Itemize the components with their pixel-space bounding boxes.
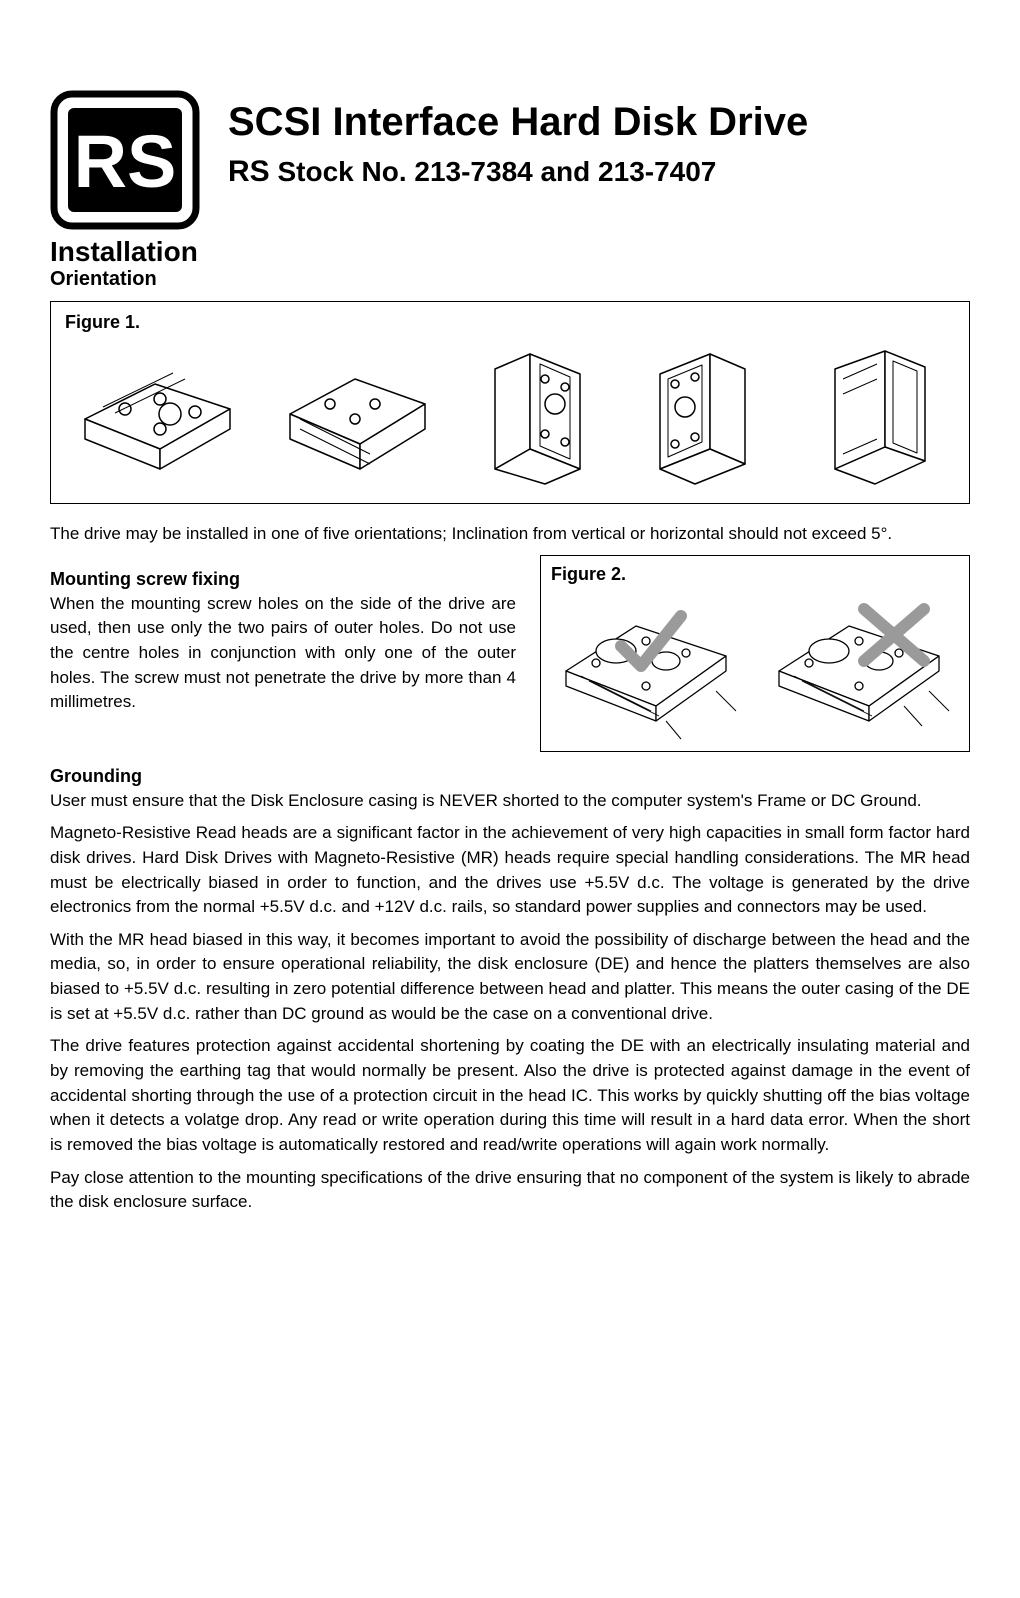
header: RS SCSI Interface Hard Disk Drive RS Sto… [50, 90, 970, 230]
grounding-text-5: Pay close attention to the mounting spec… [50, 1166, 970, 1215]
grounding-text-4: The drive features protection against ac… [50, 1034, 970, 1157]
drive-orientation-side3-icon [805, 339, 955, 489]
figure-1-box: Figure 1. [50, 301, 970, 504]
mounting-text: When the mounting screw holes on the sid… [50, 592, 516, 715]
drive-orientation-side2-icon [635, 339, 775, 489]
section-orientation: Orientation [50, 268, 970, 291]
grounding-text-3: With the MR head biased in this way, it … [50, 928, 970, 1027]
drive-orientation-flat2-icon [275, 349, 435, 479]
rs-logo: RS [50, 90, 200, 230]
section-mounting: Mounting screw fixing [50, 569, 516, 590]
figure-2-row [551, 591, 959, 741]
figure-2-box: Figure 2. [540, 555, 970, 752]
svg-text:RS: RS [74, 120, 177, 203]
section-grounding: Grounding [50, 766, 970, 787]
subtitle-rest: Stock No. 213-7384 and 213-7407 [270, 156, 717, 187]
drive-orientation-side1-icon [465, 339, 605, 489]
drive-mounting-incorrect-icon [764, 591, 959, 741]
drive-orientation-flat-icon [65, 349, 245, 479]
figure-2-label: Figure 2. [551, 564, 959, 585]
title-block: SCSI Interface Hard Disk Drive RS Stock … [228, 90, 970, 189]
document-title: SCSI Interface Hard Disk Drive [228, 100, 970, 145]
document-subtitle: RS Stock No. 213-7384 and 213-7407 [228, 155, 970, 189]
figure-1-row [65, 339, 955, 489]
figure-1-label: Figure 1. [65, 312, 955, 333]
mounting-left: Mounting screw fixing When the mounting … [50, 555, 516, 723]
orientation-text: The drive may be installed in one of fiv… [50, 522, 970, 547]
mounting-row: Mounting screw fixing When the mounting … [50, 555, 970, 752]
section-installation: Installation [50, 236, 970, 268]
grounding-text-2: Magneto-Resistive Read heads are a signi… [50, 821, 970, 920]
grounding-text-1: User must ensure that the Disk Enclosure… [50, 789, 970, 814]
subtitle-prefix: RS [228, 155, 270, 188]
page: RS SCSI Interface Hard Disk Drive RS Sto… [0, 0, 1020, 1598]
drive-mounting-correct-icon [551, 591, 746, 741]
